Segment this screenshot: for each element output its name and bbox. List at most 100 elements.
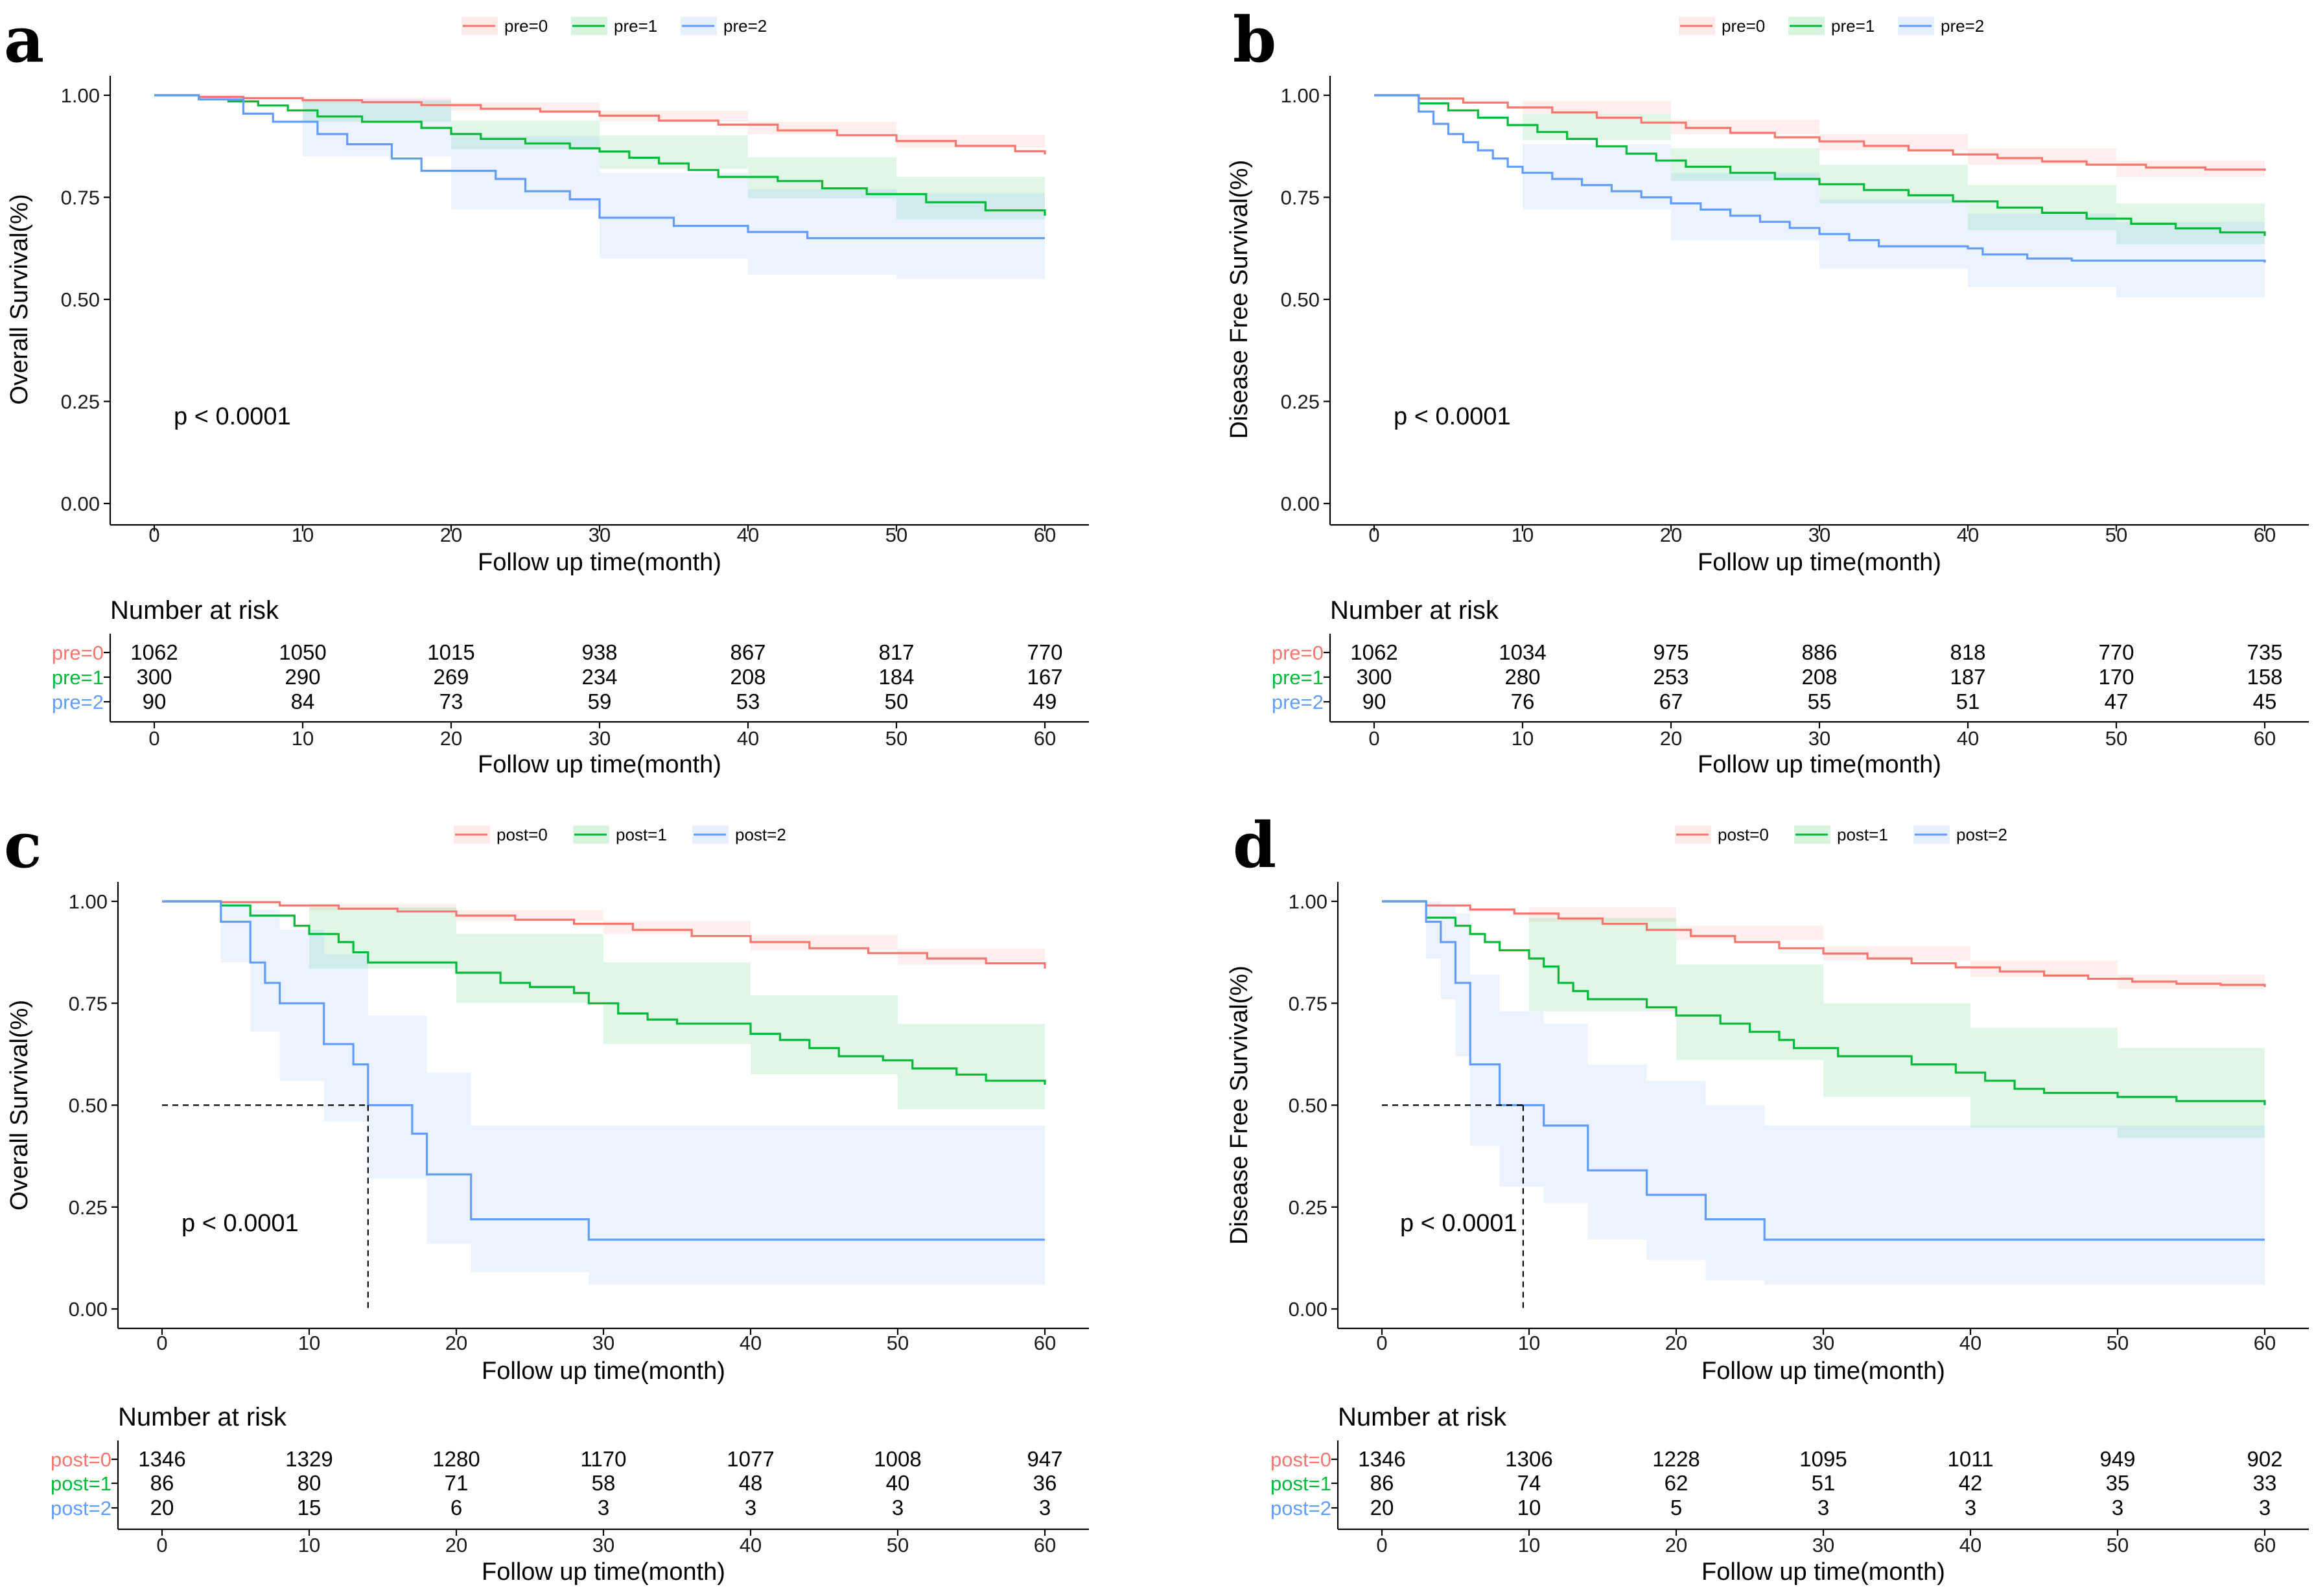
risk-count: 59 xyxy=(588,689,612,713)
risk-count: 51 xyxy=(1812,1471,1836,1495)
risk-count: 1077 xyxy=(727,1447,774,1471)
x-tick-label: 40 xyxy=(1957,524,1979,546)
legend-item-pre-0: pre=0 xyxy=(462,16,548,36)
risk-count: 1062 xyxy=(130,640,178,664)
risk-count: 45 xyxy=(2253,689,2277,713)
panel-letter: c xyxy=(4,809,41,882)
risk-count: 902 xyxy=(2247,1447,2282,1471)
risk-count: 58 xyxy=(592,1471,616,1495)
x-tick-label: 60 xyxy=(2254,1332,2276,1354)
risk-x-tick-label: 60 xyxy=(2254,727,2276,750)
p-value: p < 0.0001 xyxy=(174,403,291,430)
risk-count: 71 xyxy=(445,1471,469,1495)
x-tick-label: 30 xyxy=(589,524,611,546)
risk-x-tick-label: 20 xyxy=(440,727,462,750)
risk-count: 80 xyxy=(298,1471,321,1495)
risk-count: 1346 xyxy=(138,1447,185,1471)
panel-letter: d xyxy=(1233,809,1276,882)
risk-count: 84 xyxy=(291,689,315,713)
survival-line-pre-1 xyxy=(154,94,1046,216)
risk-x-tick-label: 50 xyxy=(2107,1534,2129,1556)
x-tick-label: 60 xyxy=(2254,524,2276,546)
risk-count: 1050 xyxy=(279,640,326,664)
x-tick-label: 20 xyxy=(1665,1332,1687,1354)
risk-count: 867 xyxy=(730,640,765,664)
x-axis-label: Follow up time(month) xyxy=(478,549,721,576)
ci-band-pre-0 xyxy=(154,95,1045,162)
risk-count: 49 xyxy=(1033,689,1057,713)
risk-table-title: Number at risk xyxy=(118,1403,287,1431)
legend-item-post-0: post=0 xyxy=(454,825,548,844)
x-axis-label: Follow up time(month) xyxy=(482,1358,725,1385)
risk-count: 735 xyxy=(2247,640,2282,664)
y-tick-label: 0.00 xyxy=(1281,492,1320,515)
survival-line-pre-1 xyxy=(1374,94,2266,237)
legend-item-post-2: post=2 xyxy=(692,825,786,844)
risk-count: 1095 xyxy=(1799,1447,1847,1471)
risk-x-tick-label: 0 xyxy=(1368,727,1379,750)
risk-row-label: post=1 xyxy=(1270,1472,1331,1495)
legend-label: post=1 xyxy=(1837,825,1888,844)
y-tick-label: 0.25 xyxy=(1289,1196,1327,1219)
survival-line-pre-0 xyxy=(1374,94,2266,171)
p-value: p < 0.0001 xyxy=(1400,1210,1517,1237)
risk-count: 48 xyxy=(739,1471,763,1495)
risk-x-tick-label: 0 xyxy=(1376,1534,1387,1556)
risk-count: 55 xyxy=(1808,689,1832,713)
legend-label: pre=0 xyxy=(1722,16,1765,36)
risk-count: 3 xyxy=(892,1496,904,1520)
risk-count: 300 xyxy=(136,665,172,689)
panel-c: c post=0 post=1 post=20.000.250.500.751.000… xyxy=(4,809,1089,1586)
risk-count: 1011 xyxy=(1948,1447,1994,1471)
risk-count: 74 xyxy=(1517,1471,1541,1495)
y-tick-label: 0.25 xyxy=(69,1196,108,1219)
risk-row-label: post=0 xyxy=(51,1448,111,1471)
risk-count: 290 xyxy=(285,665,320,689)
risk-x-tick-label: 60 xyxy=(1034,727,1056,750)
risk-count: 1008 xyxy=(874,1447,921,1471)
y-tick-label: 0.00 xyxy=(1289,1298,1327,1321)
y-tick-label: 0.75 xyxy=(61,187,100,209)
legend-label: pre=0 xyxy=(504,16,548,36)
risk-row-label: post=2 xyxy=(51,1497,111,1520)
y-tick-label: 0.50 xyxy=(1281,288,1320,311)
risk-x-tick-label: 30 xyxy=(592,1534,614,1556)
risk-count: 86 xyxy=(150,1471,174,1495)
risk-x-tick-label: 40 xyxy=(740,1534,762,1556)
risk-count: 76 xyxy=(1511,689,1535,713)
y-tick-label: 1.00 xyxy=(61,84,100,107)
risk-table-title: Number at risk xyxy=(110,596,279,625)
legend-label: post=0 xyxy=(497,825,548,844)
x-tick-label: 50 xyxy=(2105,524,2127,546)
risk-count: 949 xyxy=(2099,1447,2135,1471)
legend-item-pre-1: pre=1 xyxy=(571,16,657,36)
y-tick-label: 0.00 xyxy=(69,1298,108,1321)
y-axis-label: Overall Survival(%) xyxy=(6,194,33,404)
risk-count: 10 xyxy=(1517,1496,1541,1520)
x-axis-label: Follow up time(month) xyxy=(1701,1358,1945,1385)
risk-x-tick-label: 10 xyxy=(292,727,314,750)
risk-row-label: pre=1 xyxy=(52,666,104,689)
x-tick-label: 40 xyxy=(740,1332,762,1354)
ci-band-post-2 xyxy=(162,901,1045,1285)
y-axis-label: Overall Survival(%) xyxy=(6,1000,33,1210)
x-tick-label: 50 xyxy=(887,1332,909,1354)
risk-row-label: post=2 xyxy=(1270,1497,1331,1520)
risk-count: 53 xyxy=(736,689,760,713)
ci-band-post-1 xyxy=(162,901,1045,1126)
legend-label: pre=1 xyxy=(1831,16,1875,36)
panel-d: d post=0 post=1 post=20.000.250.500.751.000… xyxy=(1226,809,2309,1586)
risk-count: 167 xyxy=(1027,665,1062,689)
y-tick-label: 0.75 xyxy=(1289,992,1327,1015)
x-tick-label: 20 xyxy=(445,1332,467,1354)
risk-x-tick-label: 50 xyxy=(2105,727,2127,750)
y-tick-label: 1.00 xyxy=(1289,890,1327,913)
risk-count: 1280 xyxy=(432,1447,480,1471)
risk-count: 947 xyxy=(1027,1447,1062,1471)
risk-count: 269 xyxy=(433,665,469,689)
risk-count: 47 xyxy=(2105,689,2129,713)
risk-count: 20 xyxy=(150,1496,174,1520)
risk-row-label: pre=0 xyxy=(1272,642,1324,664)
legend-label: post=2 xyxy=(735,825,786,844)
legend-label: pre=1 xyxy=(614,16,657,36)
